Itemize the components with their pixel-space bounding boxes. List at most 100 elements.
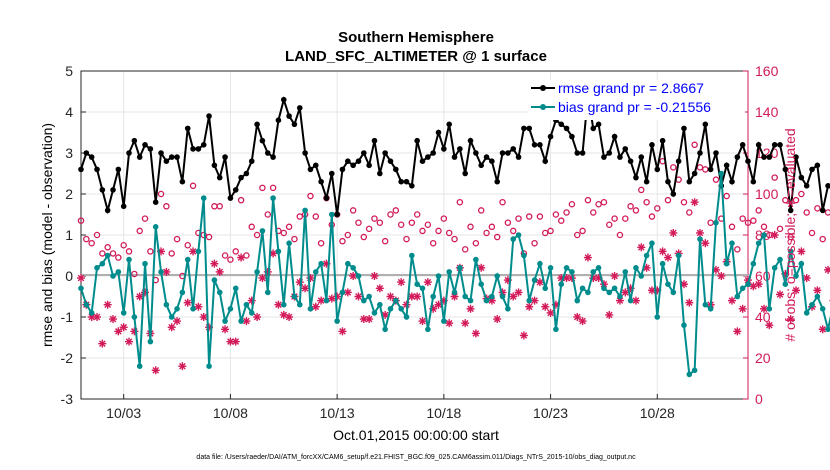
series-point bbox=[163, 158, 170, 164]
possible-obs-point bbox=[253, 231, 261, 239]
possible-obs-point bbox=[376, 219, 384, 226]
series-point bbox=[777, 256, 783, 263]
series-point bbox=[595, 265, 602, 271]
series-point bbox=[280, 96, 287, 103]
series-point bbox=[713, 219, 719, 226]
series-point bbox=[499, 293, 506, 300]
evaluated-obs-point bbox=[189, 247, 198, 256]
series-point bbox=[574, 150, 581, 156]
possible-obs-point bbox=[248, 223, 255, 231]
series-point bbox=[814, 293, 821, 300]
possible-obs-point bbox=[131, 270, 138, 278]
series-point bbox=[638, 273, 645, 279]
evaluated-obs-point bbox=[423, 278, 432, 287]
series-point bbox=[457, 146, 463, 152]
series-point bbox=[366, 293, 372, 300]
possible-obs-point bbox=[563, 209, 570, 216]
series-point bbox=[184, 125, 191, 132]
series-point bbox=[345, 260, 351, 267]
y-ticks-right: 020406080100120140160 bbox=[743, 63, 779, 407]
series-point bbox=[425, 154, 431, 160]
series-point bbox=[691, 170, 698, 177]
evaluated-obs-point bbox=[210, 259, 219, 268]
series-point bbox=[553, 326, 559, 333]
series-point bbox=[809, 301, 815, 308]
possible-obs-point bbox=[216, 203, 223, 210]
possible-obs-point bbox=[104, 244, 111, 251]
evaluated-obs-point bbox=[418, 317, 427, 326]
series-point bbox=[302, 150, 308, 156]
chart-title-line1: Southern Hemisphere bbox=[338, 29, 494, 46]
possible-obs-point bbox=[93, 231, 101, 239]
series-point bbox=[798, 260, 805, 267]
possible-obs-point bbox=[776, 225, 784, 233]
evaluated-obs-point bbox=[765, 321, 774, 330]
possible-obs-point bbox=[125, 248, 133, 255]
y-axis-label-right: # of obs: o=possible; ∗=evaluated bbox=[782, 128, 798, 341]
series-point bbox=[270, 154, 276, 160]
series-point bbox=[222, 154, 228, 160]
series-point bbox=[179, 289, 186, 296]
series-point bbox=[339, 289, 346, 296]
series-point bbox=[579, 150, 586, 156]
series-point bbox=[248, 158, 255, 164]
series-point bbox=[702, 121, 709, 128]
series-point bbox=[152, 224, 159, 230]
series-point bbox=[595, 121, 602, 128]
possible-obs-point bbox=[680, 198, 688, 206]
series-point bbox=[563, 125, 570, 132]
evaluated-obs-point bbox=[541, 302, 550, 311]
series-point bbox=[296, 105, 303, 111]
series-point bbox=[590, 125, 597, 132]
evaluated-obs-point bbox=[663, 253, 672, 262]
series-point bbox=[771, 142, 778, 148]
series-point bbox=[286, 113, 292, 119]
series-point bbox=[537, 260, 543, 267]
series-point bbox=[371, 137, 378, 144]
series-point bbox=[478, 281, 485, 288]
series-point bbox=[697, 150, 703, 156]
series-point bbox=[691, 367, 698, 374]
series-point bbox=[617, 154, 623, 160]
possible-obs-point bbox=[600, 198, 608, 206]
series-point bbox=[232, 187, 239, 193]
series-point bbox=[382, 326, 388, 333]
possible-obs-point bbox=[221, 252, 229, 259]
series-point bbox=[398, 178, 404, 185]
possible-obs-point bbox=[616, 231, 624, 239]
series-point bbox=[547, 133, 554, 140]
possible-obs-point bbox=[408, 219, 416, 226]
series-point bbox=[216, 174, 223, 181]
series-point bbox=[99, 260, 106, 267]
possible-obs-point bbox=[627, 203, 634, 210]
y-tick-left-label: 5 bbox=[65, 63, 73, 79]
series-point bbox=[264, 289, 271, 296]
evaluated-obs-point bbox=[514, 288, 523, 297]
possible-obs-point bbox=[595, 200, 602, 208]
series-point bbox=[323, 297, 330, 304]
possible-obs-point bbox=[739, 215, 746, 222]
series-point bbox=[147, 338, 154, 345]
evaluated-obs-point bbox=[119, 323, 128, 332]
series-point bbox=[569, 269, 575, 275]
series-point bbox=[243, 301, 250, 308]
series-point bbox=[190, 146, 196, 152]
series-point bbox=[158, 269, 164, 275]
possible-obs-point bbox=[712, 176, 720, 183]
series-point bbox=[558, 281, 565, 288]
series-point bbox=[670, 191, 677, 197]
possible-obs-point bbox=[483, 229, 490, 237]
possible-obs-point bbox=[387, 211, 394, 218]
x-tick-label: 10/28 bbox=[640, 405, 675, 421]
possible-obs-point bbox=[723, 192, 730, 200]
series-point bbox=[787, 207, 794, 214]
possible-obs-point bbox=[536, 213, 544, 220]
series-point bbox=[542, 158, 549, 164]
series-point bbox=[414, 281, 420, 288]
series-point bbox=[254, 269, 260, 275]
possible-obs-point bbox=[184, 241, 191, 249]
series-point bbox=[206, 363, 212, 370]
series-point bbox=[83, 150, 90, 156]
evaluated-obs-point bbox=[77, 274, 85, 283]
series-point bbox=[574, 297, 581, 304]
